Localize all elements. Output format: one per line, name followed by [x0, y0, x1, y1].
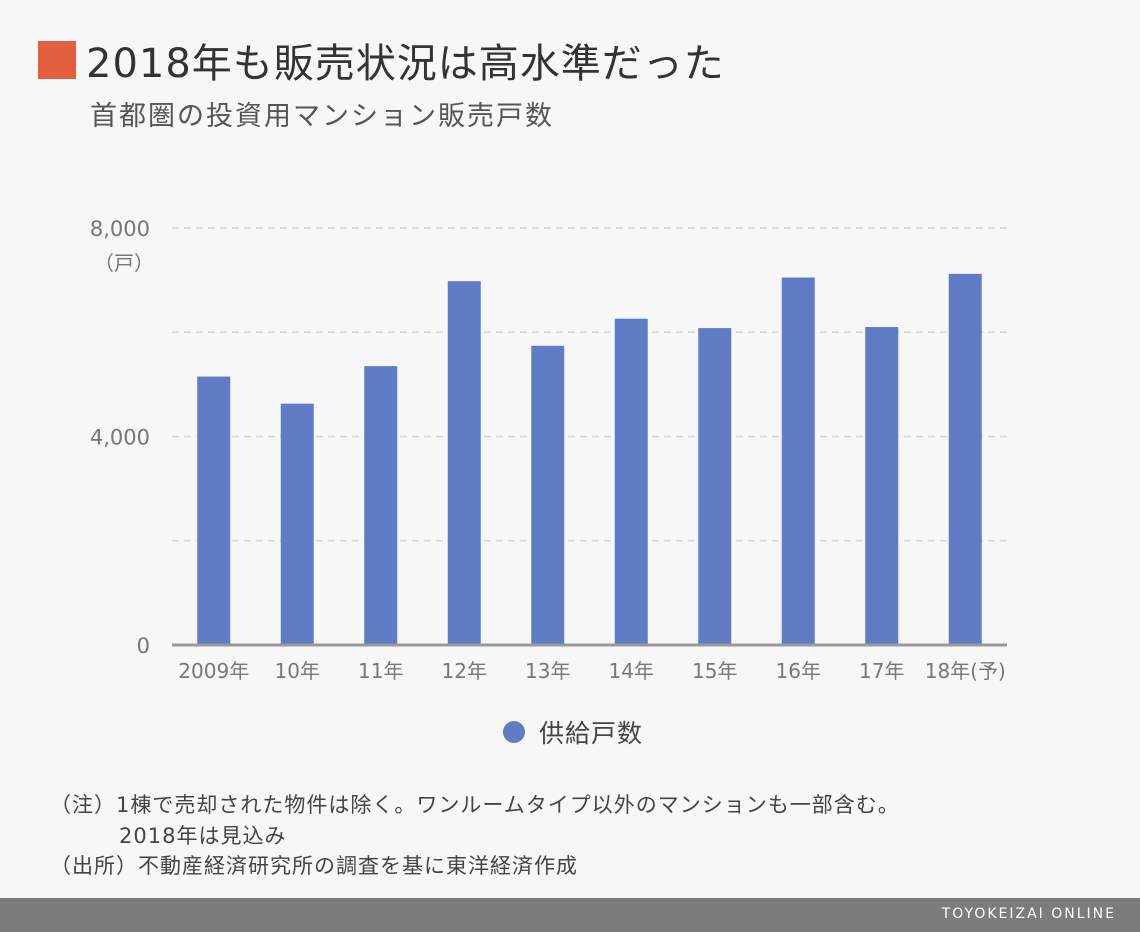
chart-subtitle: 首都圏の投資用マンション販売戸数: [90, 101, 554, 132]
x-tick-label: 12年: [442, 659, 487, 683]
bar: [948, 273, 982, 645]
bar: [447, 281, 481, 645]
bar: [531, 345, 565, 645]
x-tick-label: 14年: [609, 659, 654, 683]
y-tick-label: 0: [137, 634, 150, 658]
x-tick-label: 13年: [525, 659, 570, 683]
footer-brand: TOYOKEIZAI ONLINE: [941, 906, 1116, 922]
note-line-2: 2018年は見込み: [119, 824, 287, 848]
y-tick-label: 8,000: [90, 217, 150, 241]
legend-label: 供給戸数: [539, 719, 644, 748]
bar: [280, 403, 314, 645]
x-tick-label: 15年: [692, 659, 737, 683]
y-tick-label: 4,000: [90, 426, 150, 450]
bar: [698, 328, 732, 645]
x-tick-label: 17年: [859, 659, 904, 683]
note-line-1: （注）1棟で売却された物件は除く。ワンルームタイプ以外のマンションも一部含む。: [50, 793, 900, 817]
footer-bar: TOYOKEIZAI ONLINE: [0, 898, 1140, 932]
title-row: 2018年も販売状況は高水準だった: [38, 32, 725, 88]
x-tick-label: 10年: [275, 659, 320, 683]
bar: [364, 366, 398, 645]
legend: 供給戸数: [503, 714, 643, 750]
source-note: （出所）不動産経済研究所の調査を基に東洋経済作成: [50, 854, 578, 878]
x-tick-label: 2009年: [178, 659, 249, 683]
bar: [865, 327, 899, 645]
chart-title: 2018年も販売状況は高水準だった: [86, 41, 725, 87]
bar: [614, 318, 648, 645]
x-tick-label: 16年: [776, 659, 821, 683]
x-tick-label: 11年: [358, 659, 403, 683]
title-marker-square: [38, 41, 76, 79]
bar-chart: 0 4,000 8,000 （戸） 2009年 10年 11年 12年 13年 14年 15年 16年…: [90, 217, 1007, 683]
bar: [197, 376, 231, 645]
legend-marker: [503, 721, 525, 743]
y-axis-unit: （戸）: [94, 251, 154, 275]
bar: [781, 277, 815, 645]
x-tick-label: 18年(予): [925, 659, 1006, 683]
